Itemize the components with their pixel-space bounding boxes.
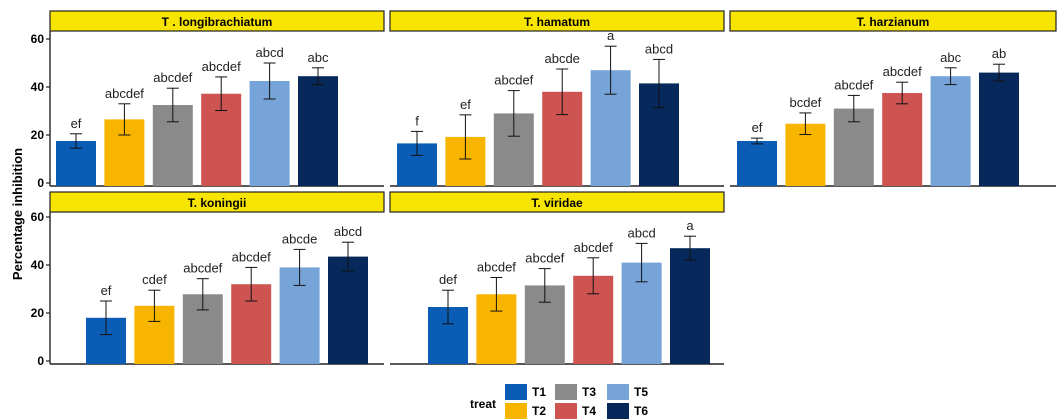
- significance-label: abcdef: [574, 240, 613, 255]
- significance-label: def: [439, 272, 457, 287]
- facet-strip-title: T. viridae: [531, 196, 583, 210]
- y-tick-label: 60: [31, 32, 45, 46]
- legend-title: treat: [470, 397, 496, 411]
- legend-label-t1: T1: [532, 385, 546, 399]
- significance-label: ef: [101, 283, 112, 298]
- significance-label: abcdef: [202, 59, 241, 74]
- bar-t5: [930, 76, 971, 186]
- significance-label: abcdef: [183, 261, 222, 276]
- y-tick-label: 0: [37, 176, 44, 190]
- legend-label-t2: T2: [532, 404, 546, 418]
- significance-label: abcdef: [105, 86, 144, 101]
- bar-t4: [882, 93, 923, 186]
- facet-panel: T. viridae def abcdef abcdef abcdef abcd a: [389, 191, 725, 365]
- facet-panel: T. koningii 0 20 40 60 ef cdef abcdef abcdef abcd…: [31, 191, 385, 368]
- legend-key-t3: [555, 384, 577, 400]
- y-tick-label: 60: [31, 210, 45, 224]
- significance-label: abcdef: [153, 70, 192, 85]
- facet-strip-title: T. harzianum: [857, 15, 930, 29]
- bar-t6: [670, 248, 710, 364]
- facet-strip: [389, 191, 725, 213]
- significance-label: abc: [940, 50, 961, 65]
- legend-label-t5: T5: [634, 385, 648, 399]
- facet-strip-title: T. hamatum: [524, 15, 590, 29]
- significance-label: ef: [460, 97, 471, 112]
- significance-label: ab: [992, 46, 1006, 61]
- bar-t1: [737, 141, 777, 186]
- legend-key-t2: [505, 403, 527, 419]
- legend-key-t1: [505, 384, 527, 400]
- facet-strip: [49, 10, 385, 32]
- significance-label: abcdef: [834, 77, 873, 92]
- significance-label: abcdef: [477, 259, 516, 274]
- facet-panel: T. harzianum ef bcdef abcdef abcdef abc ab: [729, 10, 1057, 187]
- significance-label: abcde: [544, 51, 579, 66]
- y-tick-label: 40: [31, 258, 45, 272]
- significance-label: abcd: [645, 41, 673, 56]
- facet-panel: T . longibrachiatum 0 20 40 60 ef abcdef abcdef…: [31, 10, 385, 190]
- bar-t6: [328, 256, 368, 364]
- significance-label: abcdef: [883, 64, 922, 79]
- facet-strip: [729, 10, 1057, 32]
- bar-t6: [979, 72, 1019, 186]
- significance-label: ef: [71, 116, 82, 131]
- facet-strip-title: T. koningii: [188, 196, 247, 210]
- legend-label-t3: T3: [582, 385, 596, 399]
- y-tick-label: 40: [31, 80, 45, 94]
- y-tick-label: 0: [37, 354, 44, 368]
- significance-label: ef: [752, 120, 763, 135]
- facet-strip: [389, 10, 725, 32]
- significance-label: abcde: [282, 231, 317, 246]
- facet-strip-title: T . longibrachiatum: [162, 15, 273, 29]
- panels-layer: T . longibrachiatum0204060efabcdefabcdef…: [31, 10, 1057, 368]
- bar-t6: [298, 76, 338, 186]
- significance-label: abcdef: [232, 249, 271, 264]
- y-tick-label: 20: [31, 128, 45, 142]
- significance-label: abcd: [255, 45, 283, 60]
- legend: treat T1 T2 T3 T4 T5 T6: [470, 384, 648, 419]
- significance-label: abcdef: [494, 73, 533, 88]
- significance-label: abcd: [627, 225, 655, 240]
- legend-key-t6: [607, 403, 629, 419]
- significance-label: f: [415, 113, 419, 128]
- significance-label: a: [686, 218, 694, 233]
- significance-label: abcd: [334, 224, 362, 239]
- significance-label: abc: [308, 50, 329, 65]
- legend-key-t4: [555, 403, 577, 419]
- legend-label-t4: T4: [582, 404, 596, 418]
- legend-key-t5: [607, 384, 629, 400]
- legend-label-t6: T6: [634, 404, 648, 418]
- y-axis-title: Percentage inhibition: [10, 148, 25, 280]
- significance-label: bcdef: [789, 95, 821, 110]
- facet-strip: [49, 191, 385, 213]
- facet-panel: T. hamatum f ef abcdef abcde a abcd: [389, 10, 725, 187]
- significance-label: a: [607, 28, 615, 43]
- significance-label: abcdef: [525, 251, 564, 266]
- y-tick-label: 20: [31, 306, 45, 320]
- significance-label: cdef: [142, 272, 167, 287]
